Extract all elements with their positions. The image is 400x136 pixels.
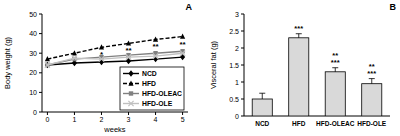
plot-data [45,34,185,69]
marker [180,51,185,56]
series-line [47,51,182,65]
y-axis-line [42,14,43,112]
marker [180,34,185,39]
marker [153,36,158,41]
y-tick-label: 50 [29,11,37,18]
y-tick-label: 3 [235,11,239,18]
y-tick-label: 30 [29,50,37,57]
significance: ** [125,46,132,55]
x-tick-label: 2 [100,116,104,123]
significance: ** [152,42,159,51]
y-axis-label: Body weight (g) [3,36,12,89]
significance: *** [331,58,340,67]
legend-marker [128,101,133,106]
error-bar [369,79,375,84]
plot-data [252,34,382,116]
x-tick-label: 0 [45,116,49,123]
y-tick-label: 0.5 [229,96,239,103]
legend-label: HFD-OLEAC [142,90,182,97]
x-tick [74,112,75,115]
y-axis-label: Visceral fat (g) [209,40,218,89]
y-tick-label: 2 [235,45,239,52]
bar [252,99,272,116]
x-axis-label: weeks [103,125,126,134]
marker [45,62,50,67]
x-tick-label: 3 [127,116,131,123]
legend-marker [129,91,133,95]
panel-label: B [390,2,397,12]
panel-label: A [186,2,193,12]
x-axis-line [42,112,188,113]
legend-label: HFD [142,80,156,87]
significance: * [100,50,104,59]
x-tick [47,112,48,115]
legend: NCD HFD HFD-OLEAC HFD-OLE [120,67,184,110]
y-tick-label: 10 [29,89,37,96]
x-tick [128,112,129,115]
error-bar [259,93,265,99]
y-tick [241,116,244,117]
bar [362,84,382,116]
significance: *** [294,24,303,33]
x-tick-label: HFD-OLE [357,120,387,127]
y-tick [241,48,244,49]
legend-label: HFD-OLE [142,100,173,107]
y-tick [39,14,42,15]
y-tick-label: 2.5 [229,28,239,35]
bar [325,72,345,116]
bar [289,38,309,116]
y-tick-label: 20 [29,69,37,76]
significance: *** [367,69,376,78]
x-tick [155,112,156,115]
y-tick [39,92,42,93]
x-tick-label: NCD [255,120,269,127]
y-tick [39,53,42,54]
x-tick [101,112,102,115]
significance: ** [179,40,186,49]
y-tick [39,72,42,73]
marker [45,56,50,61]
y-tick-label: 0 [33,109,37,116]
error-bar [332,68,338,72]
marker [99,44,104,49]
x-tick-label: HFD-OLEAC [316,120,355,127]
y-tick [241,14,244,15]
y-tick [39,112,42,113]
y-tick [241,82,244,83]
x-tick-label: HFD [292,120,306,127]
marker [72,56,77,61]
figure: 01020304050Body weight (g)012345weeks***… [0,0,400,136]
y-tick-label: 40 [29,30,37,37]
y-tick [39,33,42,34]
y-tick-label: 0 [235,113,239,120]
y-tick [241,65,244,66]
legend-label: NCD [142,70,157,77]
marker [126,40,131,45]
y-tick-label: 1 [235,79,239,86]
series-line [47,53,182,65]
y-tick [241,99,244,100]
error-bar [296,34,302,38]
y-tick-label: 1.5 [229,62,239,69]
x-tick-label: 4 [154,116,158,123]
legend-box [120,67,184,110]
legend-marker [128,81,133,86]
marker [153,54,158,59]
y-tick [241,31,244,32]
x-tick-label: 5 [181,116,185,123]
x-tick [182,112,183,115]
legend-marker [128,70,133,76]
x-tick-label: 1 [72,116,76,123]
marker [72,50,77,55]
